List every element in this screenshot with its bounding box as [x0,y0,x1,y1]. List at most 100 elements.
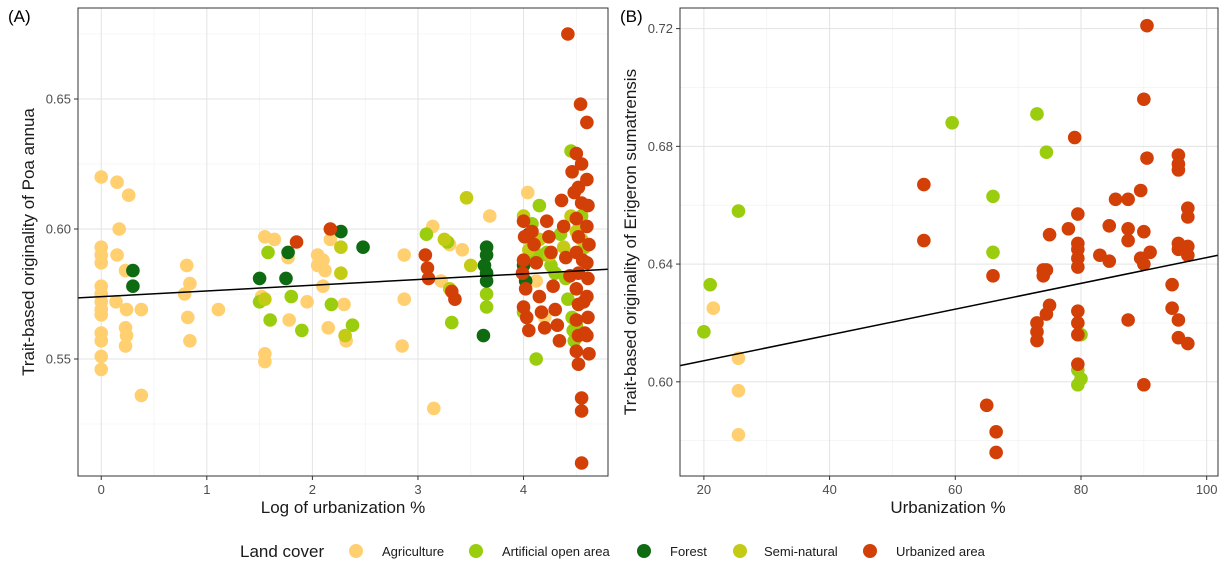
panel-b-point-urbanized-area [989,445,1003,460]
panel-a-point-urbanized-area [525,224,539,239]
panel-a-point-agriculture [110,248,124,262]
panel-b-point-urbanized-area [1165,277,1179,292]
panel-a-point-urbanized-area [534,305,549,320]
panel-b-point-urbanized-area [1108,192,1123,207]
panel-a-point-agriculture [110,175,124,189]
panel-b-point-urbanized-area [1137,257,1151,271]
panel-a-point-agriculture [337,297,351,312]
panel-a-point-agriculture [118,339,133,353]
panel-a-point-artificial-open-area [345,318,360,333]
panel-a-point-urbanized-area [573,97,588,111]
panel-b-point-urbanized-area [1071,327,1085,342]
panel-a-point-artificial-open-area [263,313,277,327]
panel-b-point-urbanized-area [1137,92,1151,107]
panel-a-point-agriculture [109,295,123,309]
panel-a-point-agriculture [121,188,136,202]
panel-a-x-tick-label: 1 [203,482,210,497]
panel-a-point-agriculture [529,274,544,288]
panel-a-point-semi-natural [437,232,452,247]
panel-a-y-tick-label: 0.65 [46,92,71,107]
panel-b-point-artificial-open-area [1039,145,1054,160]
panel-a-y-tick-label: 0.55 [46,352,71,367]
panel-b-x-tick-label: 80 [1074,482,1088,497]
panel-a-point-semi-natural [556,240,571,254]
panel-a-point-urbanized-area [574,391,589,405]
panel-a-point-urbanized-area [518,282,533,296]
panel-b-point-urbanized-area [1171,313,1186,327]
panel-a-point-urbanized-area [561,27,575,41]
panel-b-point-artificial-open-area [697,324,711,339]
panel-a-point-agriculture [300,295,314,309]
panel-b-point-urbanized-area [989,425,1003,439]
panel-b-point-agriculture [731,427,746,442]
legend-title: Land cover [240,542,324,561]
panel-a-point-forest [126,279,140,294]
panel-a-point-agriculture [282,313,296,327]
panel-a-point-agriculture [395,339,409,353]
panel-a-y-tick-label: 0.60 [46,222,71,237]
panel-b-frame [679,7,1219,477]
panel-a-point-urbanized-area [529,255,544,270]
panel-a-point-urbanized-area [582,347,596,361]
panel-a-point-agriculture [94,349,109,364]
panel-a-point-urbanized-area [569,211,584,226]
panel-a-point-agriculture [112,222,126,236]
panel-b-point-urbanized-area [1137,224,1151,239]
panel-b-point-urbanized-area [1137,377,1151,392]
panel-b-point-urbanized-area [1102,219,1117,233]
panel-a-point-agriculture [397,292,412,307]
panel-a-point-urbanized-area [580,328,594,343]
panel-b-point-artificial-open-area [731,204,746,218]
panel-b-point-urbanized-area [1121,233,1135,248]
panel-a-point-urbanized-area [516,214,531,228]
panel-a-point-urbanized-area [580,255,594,270]
panel-a-x-tick-label: 2 [309,482,316,497]
panel-a-point-forest [126,263,140,278]
panel-a-point-urbanized-area [569,282,584,296]
panel-b-x-ticks: 20 40 60 80 100 [697,476,1218,497]
panel-a-point-semi-natural [463,258,478,273]
panel-a-point-semi-natural [334,266,348,281]
panel-b-point-urbanized-area [1039,263,1054,277]
panel-b: (B) 20 40 60 80 100 0.60 0.64 0.68 0.72 Urbaniz… [620,7,1219,517]
panel-a-point-agriculture [177,287,192,301]
panel-b-point-urbanized-area [1143,245,1157,260]
panel-b-points [697,18,1195,460]
panel-a-point-urbanized-area [420,261,435,275]
panel-a-point-agriculture [94,170,109,184]
panel-a-point-agriculture [94,362,109,377]
panel-a-point-urbanized-area [580,289,594,304]
panel-a-point-urbanized-area [522,323,536,338]
panel-a-point-agriculture [94,334,109,348]
panel-a-point-artificial-open-area [444,315,459,330]
panel-a-point-urbanized-area [552,334,567,348]
panel-b-point-artificial-open-area [945,115,959,130]
panel-a-point-forest [356,240,370,254]
panel-b-point-urbanized-area [1121,313,1135,327]
panel-a-point-agriculture [94,308,109,322]
panel-a-point-forest [479,274,494,288]
panel-a-point-agriculture [119,302,134,317]
panel-a-x-ticks: 0 1 2 3 4 [98,476,527,497]
panel-a-point-artificial-open-area [419,227,434,241]
legend: Land cover Agriculture Artificial open a… [240,542,986,561]
panel-b-point-urbanized-area [1171,163,1186,177]
panel-b-x-tick-label: 100 [1196,482,1218,497]
panel-a-x-axis-title: Log of urbanization % [261,498,425,517]
panel-a-trend [77,268,609,299]
panel-a-point-urbanized-area [569,344,584,359]
panel-a-point-urbanized-area [546,279,560,294]
panel-b-x-tick-label: 20 [697,482,711,497]
panel-b-point-agriculture [706,301,721,316]
panel-a-point-artificial-open-area [295,323,309,338]
panel-a-point-artificial-open-area [548,266,563,281]
panel-a-x-tick-label: 4 [520,482,527,497]
panel-b-point-urbanized-area [917,177,931,192]
legend-label-urbanized-area: Urbanized area [896,544,986,559]
panel-a-point-semi-natural [338,328,352,343]
panel-b-y-ticks: 0.60 0.64 0.68 0.72 [648,21,680,389]
panel-b-point-artificial-open-area [986,245,1000,260]
panel-a-point-urbanized-area [574,157,589,171]
panel-a-point-urbanized-area [580,219,594,234]
